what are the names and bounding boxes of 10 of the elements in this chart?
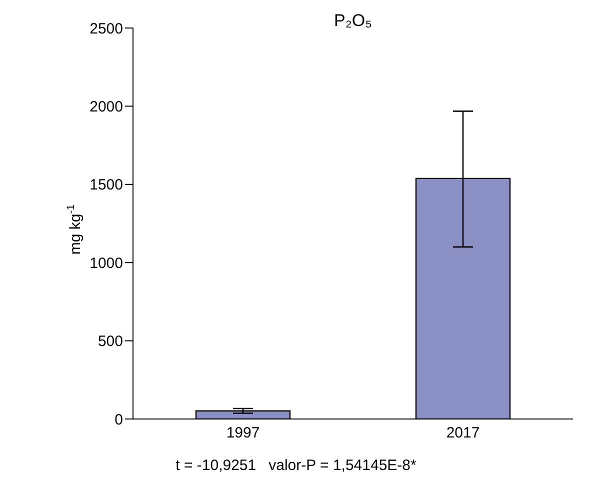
y-tick-label: 500 [98,333,123,350]
x-tick-label: 1997 [226,424,260,442]
chart-title: P₂O₅ [334,11,372,30]
y-tick-label: 0 [114,411,123,428]
y-tick-label: 2500 [90,20,123,38]
x-tick-label: 2017 [446,424,480,442]
text: t = -10,9251 valor-P = 1,54145E-8* [174,457,418,474]
y-tick-label: 1000 [90,254,123,272]
y-tick-label: 2000 [90,98,123,116]
y-tick-label: 1500 [90,176,123,194]
